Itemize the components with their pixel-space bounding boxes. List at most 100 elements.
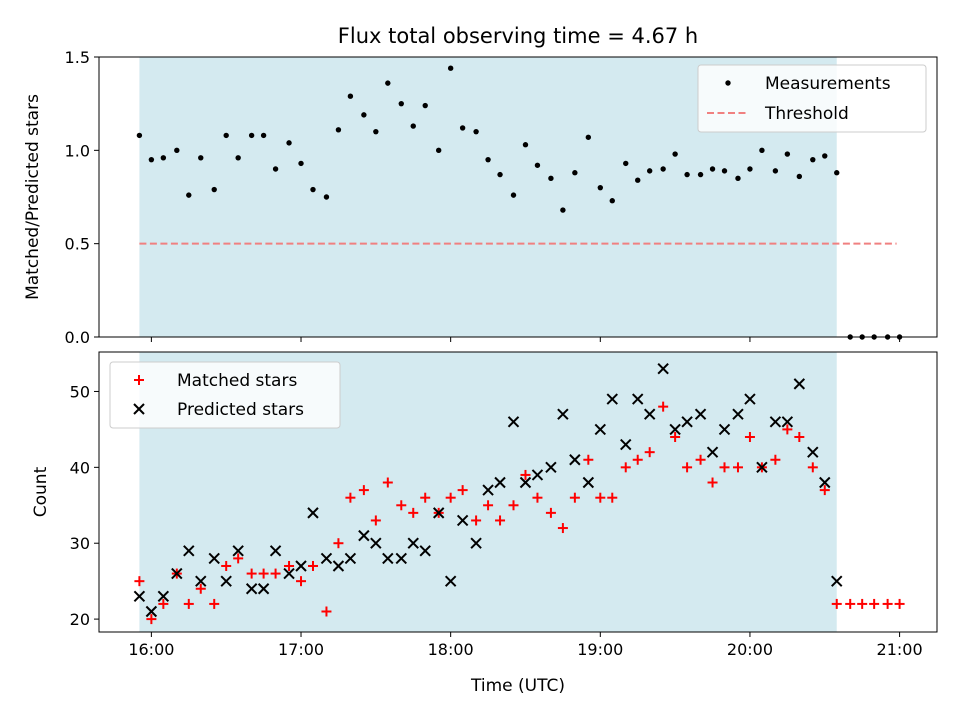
measurement-point [548, 175, 554, 182]
predicted-star-point [358, 529, 370, 542]
matched-star-point [307, 560, 318, 571]
predicted-star-point [208, 552, 220, 565]
predicted-star-point [432, 507, 445, 519]
measurement-point [298, 160, 304, 167]
measurement-point [534, 162, 541, 168]
y-tick-label: 1.5 [65, 48, 90, 67]
x-tick-label: 18:00 [428, 640, 474, 659]
measurement-point [198, 155, 204, 161]
predicted-star-point [245, 583, 258, 595]
predicted-star-point [444, 575, 457, 587]
matched-star-point [644, 447, 655, 458]
predicted-star-point [620, 438, 632, 451]
measurement-point [435, 147, 442, 154]
predicted-star-point [582, 476, 595, 489]
matched-star-point [233, 553, 244, 564]
matched-star-point [831, 598, 842, 609]
predicted-star-point [157, 590, 170, 603]
predicted-star-point [220, 575, 232, 587]
measurement-point [772, 168, 779, 174]
matched-star-point [457, 485, 468, 496]
measurement-point [834, 170, 840, 176]
measurement-point [759, 147, 765, 154]
matched-star-point [869, 598, 880, 609]
y-tick-label: 20 [70, 610, 90, 629]
matched-star-point [396, 500, 407, 511]
matched-star-point [607, 492, 618, 503]
x-tick-label: 19:00 [577, 640, 623, 659]
matched-star-point [819, 485, 830, 496]
measurement-point [398, 100, 404, 107]
matched-star-point [195, 583, 206, 594]
matched-star-point [495, 515, 506, 526]
predicted-star-point [370, 537, 382, 549]
predicted-star-point [283, 567, 295, 580]
matched-star-point [420, 492, 431, 503]
matched-star-point [134, 576, 145, 587]
matched-star-point [682, 462, 693, 473]
matched-star-point [845, 598, 856, 609]
measurement-point [697, 171, 704, 178]
measurement-point [186, 192, 192, 198]
measurement-point [323, 194, 330, 200]
measurement-point [235, 155, 241, 161]
matched-star-point [358, 485, 369, 496]
predicted-star-point [756, 461, 768, 474]
matched-star-point [794, 431, 805, 442]
measurement-point [160, 155, 167, 161]
predicted-star-point [195, 575, 207, 587]
y-tick-label: 40 [70, 458, 90, 477]
measurement-point [672, 151, 678, 157]
predicted-star-point [606, 393, 618, 405]
matched-star-point [595, 492, 606, 503]
measurement-point [260, 132, 267, 139]
measurement-point [623, 160, 629, 167]
measurement-point [136, 132, 143, 139]
predicted-star-point [482, 484, 494, 496]
measurement-point [810, 156, 816, 163]
predicted-star-point [657, 362, 669, 375]
matched-star-point [557, 523, 568, 534]
measurement-point [684, 171, 690, 178]
predicted-star-point [519, 476, 532, 489]
predicted-star-point [793, 378, 806, 390]
top-panel-frame [98, 56, 938, 338]
measurement-point [422, 102, 428, 109]
matched-star-point [770, 454, 781, 465]
measurement-point [572, 170, 578, 176]
matched-star-point [632, 454, 643, 465]
predicted-star-point [382, 552, 394, 565]
predicted-star-point [531, 469, 544, 481]
measurement-point [148, 156, 155, 163]
predicted-star-point [332, 560, 345, 572]
predicted-star-point [145, 605, 158, 618]
legend-matched-label: Matched stars [177, 371, 297, 391]
matched-star-point [333, 538, 344, 549]
predicted-star-point [781, 416, 794, 428]
matched-star-point [471, 515, 482, 526]
measurement-point [485, 156, 491, 163]
predicted-star-point [569, 454, 581, 466]
predicted-star-point [744, 393, 756, 405]
predicted-star-point [133, 590, 146, 603]
measurement-point [721, 168, 728, 174]
predicted-star-point [494, 476, 506, 489]
predicted-star-point [669, 423, 681, 436]
measurement-point [585, 134, 592, 140]
measurement-point [822, 153, 828, 159]
predicted-star-point [831, 575, 843, 587]
predicted-star-point [732, 408, 744, 420]
matched-star-point [807, 462, 818, 473]
measurement-point [459, 125, 466, 131]
measurement-point [174, 147, 180, 154]
predicted-star-point [171, 567, 183, 580]
predicted-star-point [643, 408, 656, 420]
legend-measurements-marker [725, 80, 731, 86]
matched-star-point [744, 431, 755, 442]
y-tick-label: 30 [70, 534, 90, 553]
predicted-star-point [545, 461, 557, 474]
measurement-point [410, 123, 416, 129]
predicted-star-point [470, 537, 482, 549]
bottom-panel-frame [98, 351, 938, 633]
